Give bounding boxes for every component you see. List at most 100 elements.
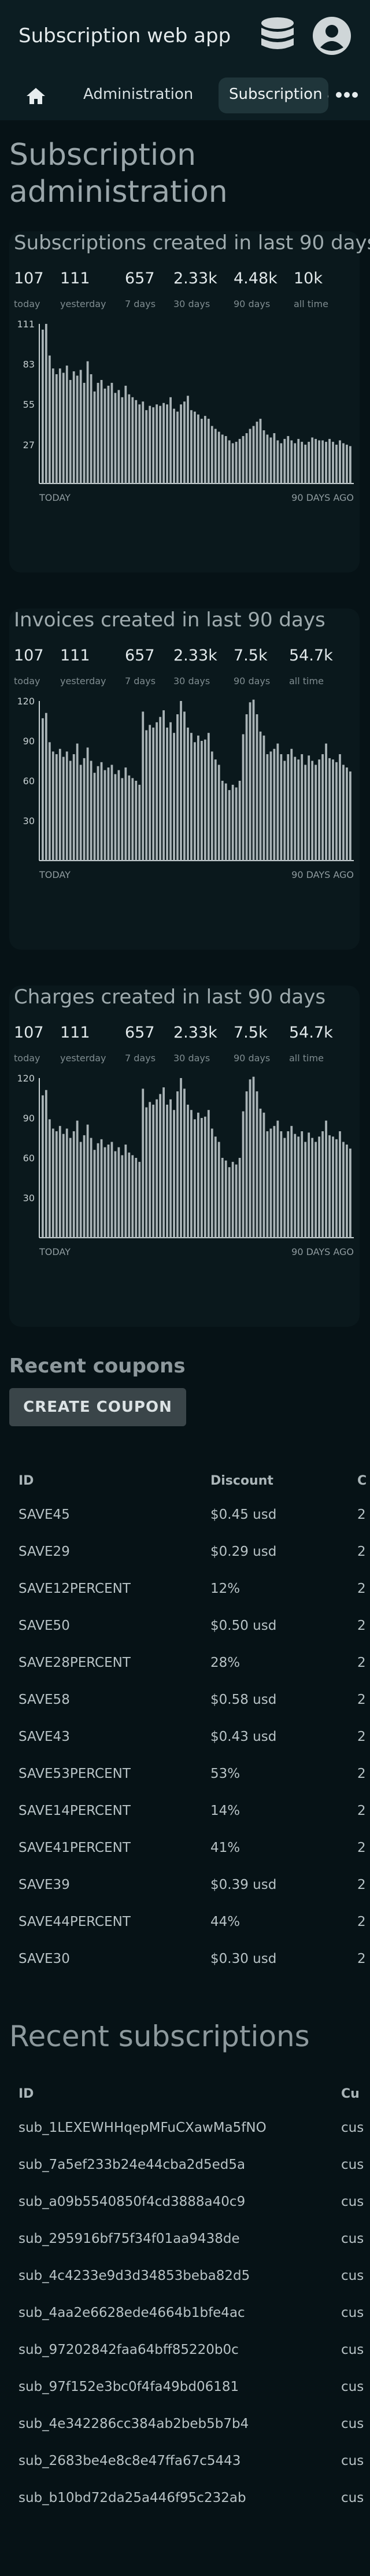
chart-bar[interactable]	[103, 1147, 106, 1238]
chart-bar[interactable]	[228, 440, 231, 484]
chart-bar[interactable]	[166, 728, 168, 861]
chart-bar[interactable]	[142, 401, 145, 484]
chart-bar[interactable]	[238, 438, 241, 484]
chart-bar[interactable]	[235, 787, 238, 861]
chart-bar[interactable]	[221, 781, 224, 861]
chart-bar[interactable]	[269, 751, 272, 861]
chart-bar[interactable]	[231, 443, 234, 484]
chart-bar[interactable]	[308, 755, 310, 861]
chart-bar[interactable]	[311, 437, 314, 484]
chart-bar[interactable]	[283, 438, 286, 484]
nav-item-administration[interactable]: Administration	[83, 86, 194, 103]
chart-bar[interactable]	[135, 400, 138, 484]
chart-bar[interactable]	[214, 759, 217, 861]
chart-bar[interactable]	[287, 1131, 290, 1238]
chart-bar[interactable]	[207, 1110, 210, 1238]
chart-bar[interactable]	[55, 1131, 58, 1238]
chart-bar[interactable]	[173, 1110, 175, 1238]
chart-bar[interactable]	[297, 759, 300, 861]
chart-bar[interactable]	[301, 441, 304, 484]
home-icon[interactable]	[25, 87, 46, 105]
chart-bar[interactable]	[349, 771, 352, 861]
chart-bar[interactable]	[93, 773, 96, 861]
chart-bar[interactable]	[103, 770, 106, 861]
chart-bar[interactable]	[187, 1105, 189, 1238]
chart-bar[interactable]	[297, 438, 300, 484]
chart-bar[interactable]	[72, 371, 75, 484]
chart-bar[interactable]	[55, 754, 58, 861]
chart-bar[interactable]	[156, 1099, 158, 1238]
chart-bar[interactable]	[128, 394, 131, 484]
chart-bar[interactable]	[138, 1161, 141, 1238]
chart-bar[interactable]	[42, 718, 44, 861]
chart-bar[interactable]	[325, 743, 327, 861]
chart-bar[interactable]	[273, 748, 276, 861]
chart-bar[interactable]	[256, 1091, 258, 1238]
chart-bar[interactable]	[214, 429, 217, 484]
chart-bar[interactable]	[242, 436, 245, 484]
chart-bar[interactable]	[187, 396, 189, 484]
chart-bar[interactable]	[269, 1128, 272, 1238]
chart-bar[interactable]	[204, 416, 206, 484]
chart-bar[interactable]	[249, 1079, 251, 1238]
chart-bar[interactable]	[69, 761, 72, 861]
chart-bar[interactable]	[107, 385, 110, 484]
chart-bar[interactable]	[110, 1142, 113, 1238]
chart-bar[interactable]	[200, 1118, 203, 1238]
chart-bar[interactable]	[149, 405, 151, 484]
chart-bar[interactable]	[110, 765, 113, 861]
chart-bar[interactable]	[45, 1090, 47, 1238]
chart-bar[interactable]	[297, 1136, 300, 1238]
chart-bar[interactable]	[83, 382, 86, 484]
chart-bar[interactable]	[162, 1087, 165, 1238]
chart-bar[interactable]	[190, 1110, 193, 1238]
chart-bar[interactable]	[162, 403, 165, 484]
chart-bar[interactable]	[242, 734, 245, 861]
chart-bar[interactable]	[173, 733, 175, 861]
chart-bar[interactable]	[107, 1145, 110, 1238]
chart-bar[interactable]	[114, 1151, 117, 1238]
chart-bar[interactable]	[290, 1125, 293, 1238]
chart-bar[interactable]	[339, 1131, 341, 1238]
chart-bar[interactable]	[100, 379, 103, 484]
chart-bar[interactable]	[90, 374, 92, 484]
chart-bar[interactable]	[173, 408, 175, 484]
chart-bar[interactable]	[276, 1120, 279, 1238]
chart-bar[interactable]	[290, 440, 293, 484]
chart-bar[interactable]	[138, 404, 141, 484]
chart-bar[interactable]	[228, 790, 231, 861]
chart-bar[interactable]	[314, 438, 317, 484]
chart-bar[interactable]	[256, 714, 258, 861]
chart-bar[interactable]	[128, 775, 131, 861]
chart-bar[interactable]	[183, 1088, 186, 1238]
chart-bar[interactable]	[93, 391, 96, 484]
chart-bar[interactable]	[280, 1131, 283, 1238]
chart-bar[interactable]	[48, 742, 51, 861]
chart-bar[interactable]	[76, 1120, 79, 1238]
chart-bar[interactable]	[180, 404, 182, 484]
chart-bar[interactable]	[266, 434, 269, 484]
chart-bar[interactable]	[346, 444, 348, 484]
chart-bar[interactable]	[314, 765, 317, 861]
chart-bar[interactable]	[332, 441, 334, 484]
chart-bar[interactable]	[308, 1132, 310, 1238]
chart-bar[interactable]	[252, 426, 255, 484]
chart-bar[interactable]	[114, 393, 117, 484]
chart-bar[interactable]	[83, 758, 86, 861]
chart-bar[interactable]	[224, 783, 227, 861]
chart-bar[interactable]	[346, 1145, 348, 1238]
chart-bar[interactable]	[197, 414, 199, 484]
chart-bar[interactable]	[142, 1088, 145, 1238]
chart-bar[interactable]	[142, 711, 145, 861]
chart-bar[interactable]	[149, 725, 151, 861]
chart-bar[interactable]	[58, 1125, 61, 1238]
chart-bar[interactable]	[335, 762, 338, 861]
chart-bar[interactable]	[76, 743, 79, 861]
chart-bar[interactable]	[249, 702, 251, 861]
chart-bar[interactable]	[117, 390, 120, 484]
chart-bar[interactable]	[342, 1142, 345, 1238]
chart-bar[interactable]	[180, 1078, 182, 1238]
chart-bar[interactable]	[304, 765, 307, 861]
chart-bar[interactable]	[262, 430, 265, 484]
chart-bar[interactable]	[187, 728, 189, 861]
